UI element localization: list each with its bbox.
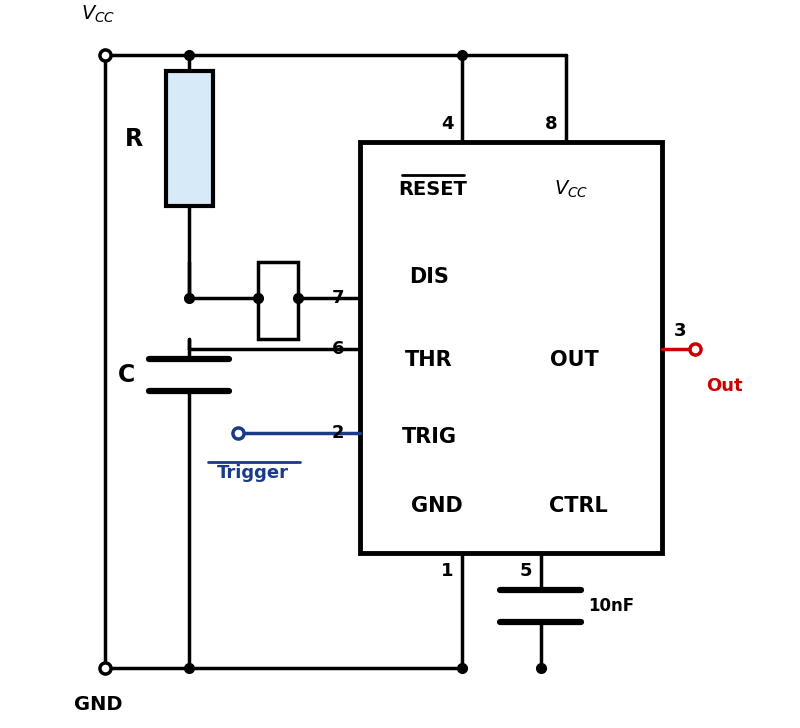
Text: RESET: RESET	[398, 180, 467, 199]
Bar	[166, 71, 213, 206]
Text: 1: 1	[441, 563, 454, 580]
Text: GND: GND	[74, 695, 122, 714]
Text: 7: 7	[332, 290, 344, 307]
Text: 5: 5	[520, 563, 532, 580]
Text: Trigger: Trigger	[217, 464, 289, 482]
Text: TRIG: TRIG	[402, 427, 457, 447]
Text: THR: THR	[406, 350, 453, 371]
Text: 3: 3	[674, 323, 686, 340]
Text: $V_{CC}$: $V_{CC}$	[81, 4, 115, 25]
Text: 6: 6	[332, 341, 344, 358]
Text: 4: 4	[441, 115, 454, 132]
Text: C: C	[118, 363, 136, 387]
Text: Out: Out	[706, 377, 742, 395]
Bar	[360, 142, 662, 553]
Text: 10nF: 10nF	[588, 597, 634, 614]
Text: 8: 8	[545, 115, 558, 132]
Text: $V_{CC}$: $V_{CC}$	[554, 178, 588, 200]
Text: CTRL: CTRL	[549, 496, 608, 516]
Text: GND: GND	[410, 496, 462, 516]
Text: OUT: OUT	[550, 350, 599, 371]
Text: DIS: DIS	[409, 266, 449, 287]
Text: R: R	[126, 127, 143, 151]
Bar	[258, 262, 298, 339]
Text: 2: 2	[332, 424, 344, 442]
